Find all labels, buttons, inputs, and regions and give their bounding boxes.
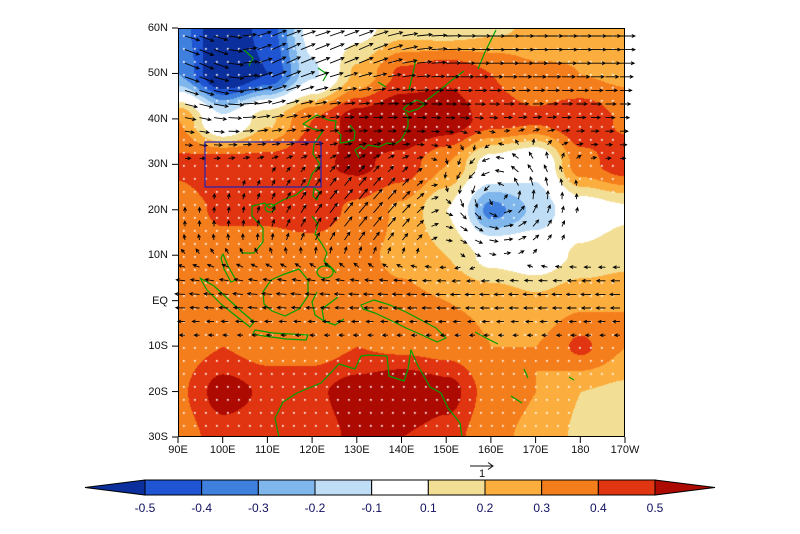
reference-vector-arrow xyxy=(470,462,494,470)
x-tick-label: 140E xyxy=(388,444,415,456)
x-tick-label: 180 xyxy=(571,444,590,456)
x-tick-label: 170W xyxy=(610,444,640,456)
colorbar-tick-label: -0.3 xyxy=(247,501,269,515)
x-tick-label: 120E xyxy=(299,444,325,456)
colorbar-tick-label: 0.1 xyxy=(419,501,437,515)
x-tick-label: 170E xyxy=(522,444,549,456)
y-tick-label: 20S xyxy=(148,385,168,398)
colorbar-tick-label: 0.3 xyxy=(533,501,550,515)
axis-ticks xyxy=(172,27,626,443)
y-tick-label: EQ xyxy=(152,294,168,307)
x-tick-label: 90E xyxy=(168,444,188,456)
y-tick-label: 60N xyxy=(147,22,168,34)
y-tick-label: 40N xyxy=(147,112,168,125)
y-tick-label: 50N xyxy=(147,67,168,80)
highlight-box xyxy=(204,141,322,188)
colorbar-tick-label: -0.5 xyxy=(134,501,156,515)
coastlines xyxy=(199,29,575,438)
colorbar-tick-label: -0.2 xyxy=(304,501,326,515)
colorbar-tick-label: 0.5 xyxy=(646,501,664,515)
plot-border xyxy=(178,28,625,437)
y-tick-label: 20N xyxy=(147,203,168,216)
map-overlay xyxy=(172,27,637,443)
x-tick-label: 160E xyxy=(478,444,504,456)
contour-field-canvas xyxy=(178,28,625,437)
x-tick-label: 110E xyxy=(254,444,280,456)
colorbar-tick-label: 0.2 xyxy=(476,501,494,515)
colorbar xyxy=(84,479,716,496)
x-tick-label: 130E xyxy=(343,444,370,456)
wind-vector-arrows xyxy=(174,29,637,338)
y-tick-label: 30S xyxy=(148,431,168,443)
reference-vector-label: 1 xyxy=(478,468,486,480)
x-tick-label: 150E xyxy=(433,444,460,456)
x-tick-label: 100E xyxy=(209,444,236,456)
y-tick-label: 10S xyxy=(148,340,168,353)
colorbar-tick-label: 0.4 xyxy=(589,501,607,515)
colorbar-tick-label: -0.4 xyxy=(191,501,212,515)
colorbar-tick-label: -0.1 xyxy=(361,501,382,515)
y-tick-label: 30N xyxy=(147,158,168,171)
y-tick-label: 10N xyxy=(147,249,168,262)
reference-vector: 1 xyxy=(458,460,506,486)
